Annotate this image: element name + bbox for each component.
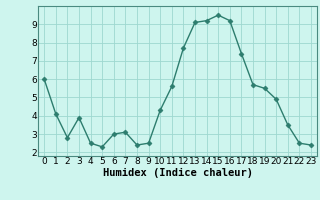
X-axis label: Humidex (Indice chaleur): Humidex (Indice chaleur) [103,168,252,178]
